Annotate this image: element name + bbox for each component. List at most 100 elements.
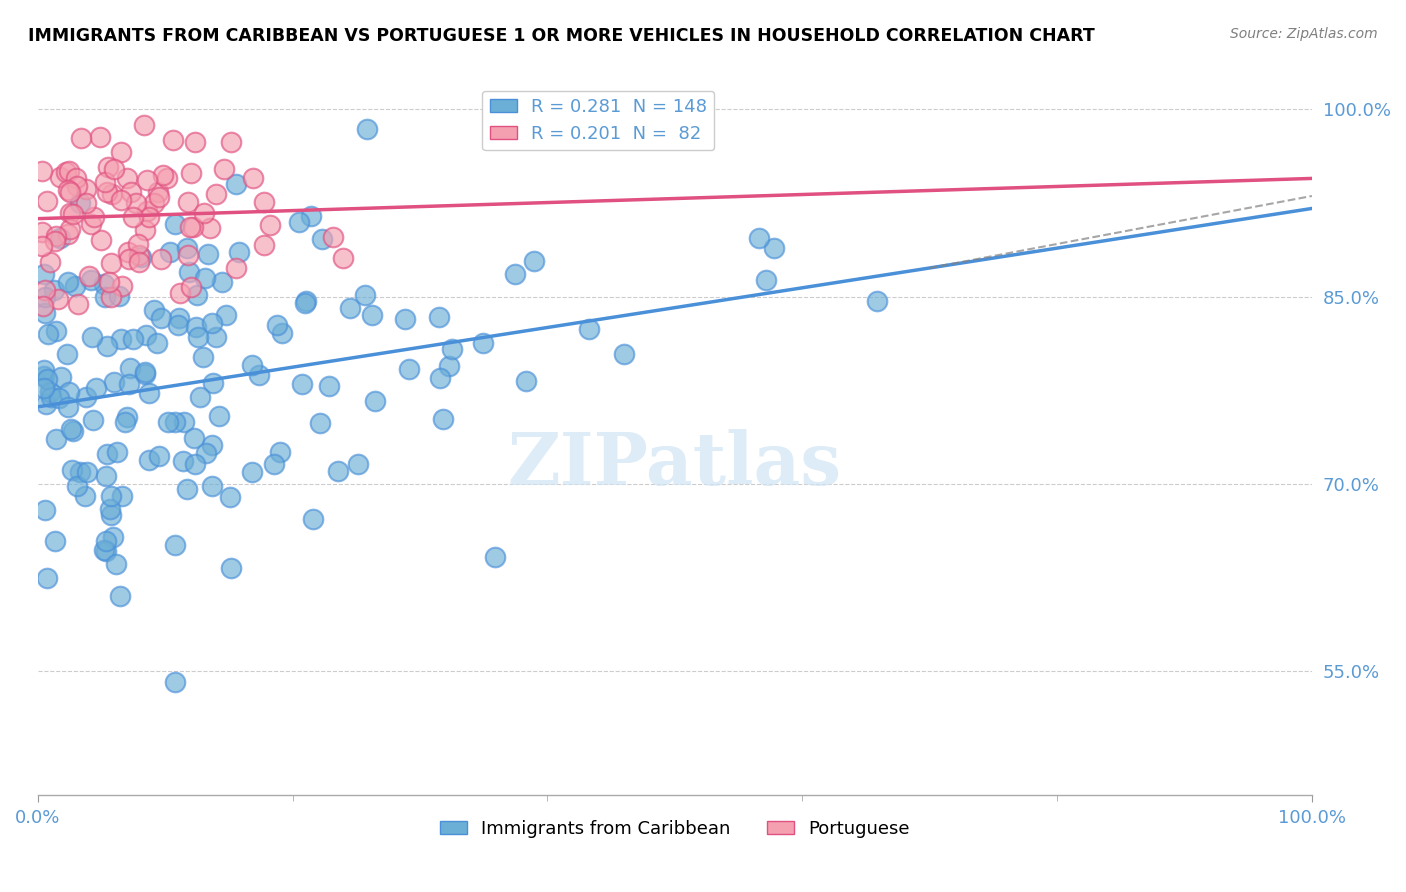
Point — [472, 335, 495, 350]
Point — [339, 301, 361, 315]
Point — [75, 390, 97, 404]
Point — [613, 346, 636, 360]
Point — [60, 463, 83, 477]
Point — [167, 310, 190, 325]
Point — [253, 238, 276, 252]
Point — [39, 384, 62, 399]
Point — [184, 458, 207, 472]
Point — [176, 482, 198, 496]
Point — [48, 169, 70, 184]
Point — [90, 233, 112, 247]
Text: IMMIGRANTS FROM CARIBBEAN VS PORTUGUESE 1 OR MORE VEHICLES IN HOUSEHOLD CORRELAT: IMMIGRANTS FROM CARIBBEAN VS PORTUGUESE … — [28, 27, 1095, 45]
Point — [311, 232, 333, 246]
Point — [122, 210, 145, 224]
Point — [167, 318, 190, 332]
Point — [165, 674, 187, 689]
Point — [103, 375, 125, 389]
Point — [93, 277, 115, 291]
Point — [39, 390, 62, 404]
Point — [202, 376, 225, 391]
Point — [114, 416, 136, 430]
Point — [58, 400, 80, 414]
Point — [58, 275, 80, 289]
Point — [101, 187, 124, 202]
Point — [42, 283, 65, 297]
Point — [31, 299, 53, 313]
Point — [97, 275, 120, 289]
Point — [173, 415, 195, 429]
Point — [105, 445, 128, 459]
Point — [346, 458, 368, 472]
Point — [44, 234, 66, 248]
Point — [79, 273, 101, 287]
Point — [100, 256, 122, 270]
Point — [302, 511, 325, 525]
Point — [73, 489, 96, 503]
Point — [432, 412, 454, 426]
Point — [58, 384, 80, 399]
Point — [120, 361, 142, 376]
Point — [138, 452, 160, 467]
Point — [59, 422, 82, 436]
Point — [69, 466, 91, 480]
Point — [191, 350, 214, 364]
Point — [37, 327, 59, 342]
Point — [80, 217, 103, 231]
Point — [157, 415, 180, 429]
Point — [31, 225, 53, 239]
Point — [76, 465, 98, 479]
Point — [162, 133, 184, 147]
Point — [32, 363, 55, 377]
Point — [94, 289, 117, 303]
Point — [134, 223, 156, 237]
Point — [89, 130, 111, 145]
Point — [82, 413, 104, 427]
Point — [152, 168, 174, 182]
Point — [136, 173, 159, 187]
Point — [110, 333, 132, 347]
Point — [183, 431, 205, 445]
Point — [75, 195, 97, 210]
Point — [271, 326, 294, 340]
Point — [211, 276, 233, 290]
Point — [159, 244, 181, 259]
Point — [56, 183, 79, 197]
Point — [31, 164, 53, 178]
Point — [55, 164, 77, 178]
Point — [523, 254, 546, 268]
Point — [82, 330, 104, 344]
Point — [39, 254, 62, 268]
Point — [49, 370, 72, 384]
Point — [100, 289, 122, 303]
Point — [150, 252, 173, 266]
Point — [332, 251, 354, 265]
Point — [37, 372, 59, 386]
Point — [176, 241, 198, 255]
Point — [134, 365, 156, 379]
Point — [228, 244, 250, 259]
Point — [46, 293, 69, 307]
Point — [240, 465, 263, 479]
Point — [96, 185, 118, 199]
Point — [225, 177, 247, 191]
Point — [96, 447, 118, 461]
Point — [221, 136, 243, 150]
Text: ZIPatlas: ZIPatlas — [508, 429, 842, 500]
Point — [62, 424, 84, 438]
Point — [169, 285, 191, 300]
Point — [34, 290, 56, 304]
Point — [212, 161, 235, 176]
Point — [218, 490, 240, 504]
Point — [128, 255, 150, 269]
Point — [93, 543, 115, 558]
Point — [138, 210, 160, 224]
Point — [94, 468, 117, 483]
Point — [110, 193, 132, 207]
Point — [77, 268, 100, 283]
Point — [67, 297, 90, 311]
Point — [204, 330, 226, 344]
Point — [115, 409, 138, 424]
Point — [32, 381, 55, 395]
Point — [201, 438, 224, 452]
Point — [201, 317, 224, 331]
